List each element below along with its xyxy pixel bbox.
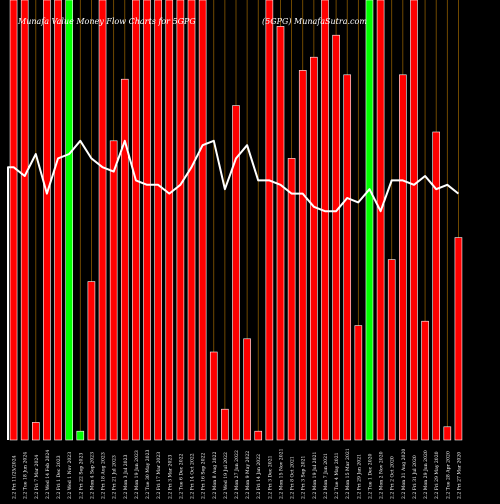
x-tick-label: 2.2 Tue 4 May 2021 [334, 452, 340, 499]
chart-title: Munafa Value Money Flow Charts for 5GPG [17, 17, 196, 26]
bar [132, 0, 140, 441]
x-tick-label: 2.2 Tue 28 Apr 2020 [445, 451, 451, 499]
bar [376, 0, 385, 441]
bar [98, 0, 107, 441]
bar [399, 74, 407, 441]
bar [321, 0, 329, 441]
x-tick-label: 2.2 Mon 4 Sep 2023 [89, 452, 95, 499]
x-tick-label: 2.2 Fri 17 Mar 2023 [156, 452, 162, 499]
x-tick-label: 2.2 Tue 18 Jun 2024 [23, 452, 29, 499]
bar-layer [9, 0, 463, 441]
x-tick-label: 2.2 Fri 14 Jan 2022 [256, 454, 262, 499]
x-tick-label: 2.2 Mon 2 Nov 2020 [379, 451, 385, 499]
x-tick-label: 2.2 Mon 8 Aug 2022 [212, 452, 218, 499]
x-tick-label: 2.2 Fri 7 Mar 2024 [34, 455, 40, 499]
bar [310, 56, 318, 441]
tick-label-layer: 2.2 Fri 11/25/2024 2.2 Tue 18 Jun 2024 2.2… [12, 448, 463, 499]
money-flow-line [7, 139, 460, 440]
bar [143, 0, 151, 441]
x-tick-label: 2.2 Wed 19 Jul 2022 [223, 452, 229, 499]
bar [343, 74, 352, 441]
bar [54, 0, 62, 441]
x-tick-label: 2.2 Fri 29 May 2020 [434, 451, 440, 499]
bar [287, 158, 296, 441]
x-tick-label: 2.2 Mon 15 Nov 2021 [278, 448, 284, 499]
x-tick-label: 2.2 Fri 3 Sep 2021 [301, 456, 307, 499]
bar [198, 0, 207, 441]
bar [154, 0, 162, 441]
line-layer [7, 139, 460, 440]
bar [421, 320, 429, 441]
bar [9, 0, 18, 441]
bar [209, 351, 218, 441]
x-tick-label: 2.2 Fri 21 Jul 2023 [112, 455, 118, 499]
bar [221, 408, 229, 441]
bar [387, 259, 396, 441]
x-tick-label: 2.2 Fri 1 Dec 2023 [56, 455, 62, 499]
x-tick-label: 2.2 Mon 15 Mar 2021 [345, 448, 351, 499]
x-tick-label: 2.2 Mon 19 Jun 2023 [134, 450, 140, 499]
bar [120, 78, 129, 441]
bar [87, 281, 96, 441]
x-tick-label: 2.2 Fri 2 Oct 2020 [390, 456, 396, 499]
bar [265, 0, 274, 441]
x-tick-label: 2.2 Fri 14 Oct 2022 [190, 453, 196, 499]
x-tick-label: 2.2 Tue 1 Dec 2020 [367, 453, 373, 499]
x-tick-label: 2.2 Wed 14 Feb 2024 [45, 450, 51, 499]
x-tick-label: 2.2 Fri 16 Sep 2022 [201, 453, 207, 499]
x-tick-label: 2.2 Fri 3 Mar 2023 [167, 455, 173, 499]
x-tick-label: 2.2 Fri 31 Jul 2020 [412, 455, 418, 499]
bar [410, 0, 418, 441]
bar [43, 0, 51, 441]
x-tick-label: 2.2 Mon 3 Jul 2023 [123, 454, 129, 499]
x-tick-label: 2.2 Mon 9 May 2022 [245, 451, 251, 499]
bar [243, 338, 251, 441]
x-tick-label: 2.2 Fri 8 Oct 2021 [290, 456, 296, 499]
bar [454, 237, 463, 441]
x-tick-label: 2.2 Fri 18 Aug 2023 [101, 452, 107, 499]
x-tick-label: 2.2 Mon 7 Jun 2021 [323, 453, 329, 499]
bar [176, 0, 185, 441]
bar [365, 0, 374, 441]
bar [32, 422, 40, 441]
site-watermark: (5GPG) MunafaSutra.com [262, 17, 367, 26]
x-tick-label: 2.2 Fri 3 Dec 2021 [267, 455, 273, 499]
bar [432, 131, 440, 441]
bar [20, 0, 29, 441]
x-tick-label: 2.2 Fri 11/25/2024 [12, 455, 18, 499]
bar [109, 140, 118, 441]
x-tick-label: 2.2 Mon 31 Aug 2020 [401, 449, 407, 499]
bar [232, 105, 240, 441]
x-tick-label: 2.2 Mon 19 Jul 2021 [312, 452, 318, 499]
x-tick-label: 2.2 Mon 29 Jun 2020 [423, 450, 429, 499]
x-tick-label: 2.2 Fri 29 Jan 2021 [356, 454, 362, 499]
bar [254, 430, 263, 441]
x-tick-label: 2.2 Fri 22 Sep 2023 [78, 453, 84, 499]
x-tick-label: 2.2 Wed 1 Nov 2023 [67, 452, 73, 499]
bar [332, 34, 340, 441]
x-tick-label: 2.2 Tue 6 Dec 2022 [178, 453, 184, 499]
x-tick-label: 2.2 Fri 27 Mar 2020 [456, 452, 462, 499]
bar [276, 26, 285, 441]
bar [187, 0, 196, 441]
x-tick-label: 2.2 Mon 27 Jun 2022 [234, 450, 240, 499]
bar [298, 70, 307, 441]
bar [76, 430, 85, 441]
bar [354, 325, 363, 441]
bar [443, 426, 452, 441]
x-tick-label: 2.2 Tue 30 May 2023 [145, 449, 151, 499]
bar [165, 0, 174, 441]
bar [65, 0, 73, 441]
